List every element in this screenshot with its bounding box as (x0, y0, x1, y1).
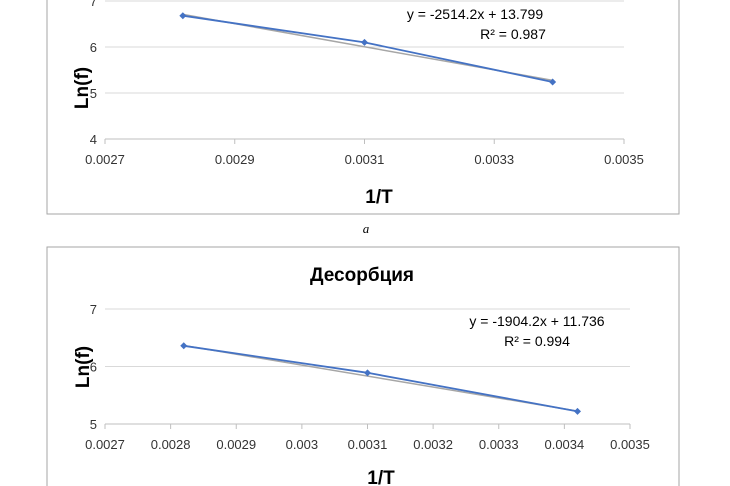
chart-b-x-tick-label: 0.0029 (216, 437, 256, 452)
chart-b-data-point (180, 342, 188, 350)
chart-b-title: Десорбция (310, 265, 414, 286)
chart-b-y-tick-label: 5 (90, 417, 97, 432)
chart-b-x-tick-label: 0.0031 (348, 437, 388, 452)
chart-b-x-tick-label: 0.0032 (413, 437, 453, 452)
chart-b-x-tick-label: 0.0035 (610, 437, 650, 452)
chart-a-r-squared: R² = 0.987 (480, 26, 546, 42)
chart-a-y-tick-label: 5 (90, 86, 97, 101)
chart-a-y-tick-label: 6 (90, 40, 97, 55)
chart-a-data-point (361, 38, 368, 46)
chart-b-x-tick-label: 0.0033 (479, 437, 519, 452)
chart-b-y-tick-label: 7 (90, 302, 97, 317)
chart-b-points (180, 342, 581, 415)
chart-a-x-tick-label: 0.0035 (604, 152, 644, 167)
chart-b-equation: y = -1904.2x + 11.736 (469, 313, 604, 329)
chart-b-x-tick-label: 0.0027 (85, 437, 125, 452)
chart-a-y-tick-label: 7 (90, 0, 97, 9)
chart-b-x-axis-label: 1/T (367, 468, 395, 486)
chart-a-y-axis-label: Ln(f) (72, 67, 93, 109)
chart-a-frame (46, 0, 680, 215)
chart-a-x-tick-label: 0.0031 (345, 152, 385, 167)
chart-b-y-tick-label: 6 (90, 360, 97, 375)
chart-a-equation: y = -2514.2x + 13.799 (407, 6, 543, 22)
chart-a-x-ticks: 0.0027 0.0029 0.0031 0.0033 0.0035 (85, 139, 644, 167)
chart-b: Десорбция 567 0.0027 0.0028 0.0029 0.003 0.0… (46, 246, 680, 486)
chart-a-data-point (179, 12, 187, 20)
chart-b-data-point (574, 407, 581, 415)
chart-b-x-ticks: 0.0027 0.0028 0.0029 0.003 0.0031 0.0032 0.003… (85, 424, 650, 452)
chart-b-data-point (364, 369, 371, 377)
chart-b-x-tick-label: 0.0034 (544, 437, 584, 452)
chart-b-r-squared: R² = 0.994 (504, 333, 570, 349)
chart-a: 4 5 6 7 0.0027 0.0029 0.0031 0.0033 0.0035 y = … (46, 0, 680, 215)
chart-b-y-ticks: 5 6 7 (90, 302, 97, 432)
chart-a-x-tick-label: 0.0027 (85, 152, 125, 167)
chart-b-x-tick-label: 0.0028 (151, 437, 191, 452)
chart-a-y-tick-label: 4 (90, 132, 97, 147)
chart-a-x-tick-label: 0.0029 (215, 152, 255, 167)
chart-b-y-axis-label: Ln(f) (73, 346, 94, 388)
chart-a-data-point (549, 78, 557, 86)
chart-a-x-tick-label: 0.0033 (474, 152, 514, 167)
chart-a-y-ticks: 4 5 6 7 (90, 0, 97, 147)
chart-a-x-axis-label: 1/T (365, 187, 393, 208)
chart-a-points (179, 12, 557, 86)
panel-caption-a: a (363, 221, 370, 236)
chart-b-x-tick-label: 0.003 (286, 437, 319, 452)
